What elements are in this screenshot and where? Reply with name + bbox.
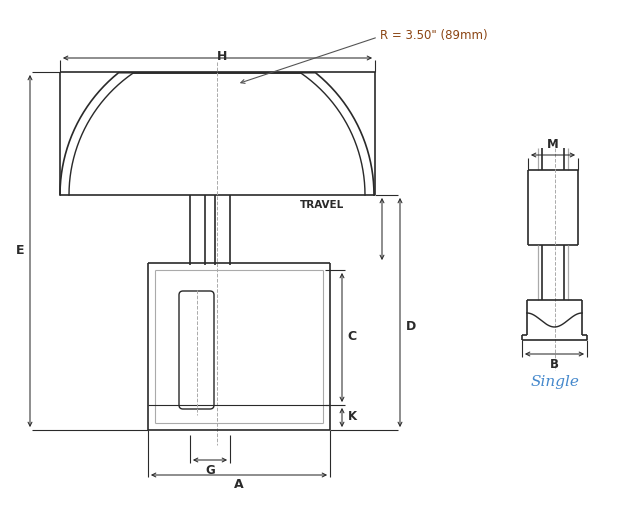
Text: C: C [347, 330, 356, 343]
Text: K: K [347, 411, 356, 424]
Text: R = 3.50" (89mm): R = 3.50" (89mm) [380, 29, 488, 42]
Text: D: D [406, 320, 416, 333]
Text: Single: Single [530, 375, 580, 389]
Text: TRAVEL: TRAVEL [300, 200, 344, 210]
Text: M: M [547, 139, 559, 152]
Text: E: E [16, 244, 24, 257]
Text: H: H [217, 51, 228, 64]
Text: A: A [234, 478, 244, 491]
Text: G: G [205, 464, 215, 477]
Text: B: B [550, 357, 559, 370]
